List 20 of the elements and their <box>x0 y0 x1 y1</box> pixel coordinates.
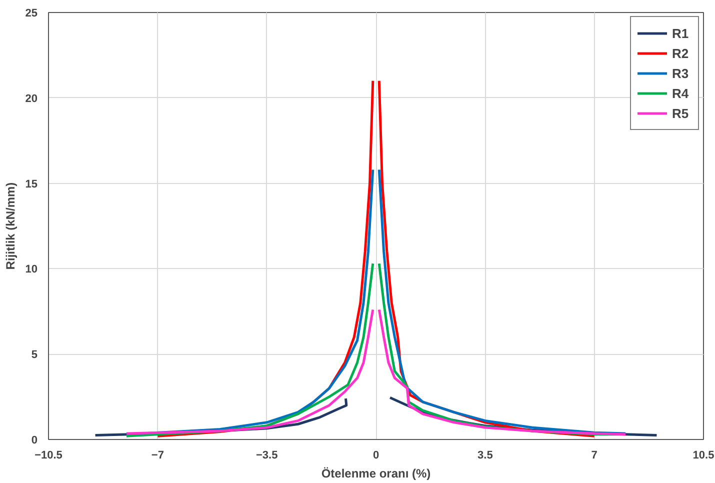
x-tick-label: −10.5 <box>34 450 62 462</box>
legend-label: R1 <box>672 24 690 42</box>
y-tick-label: 20 <box>25 92 38 105</box>
y-tick-label: 0 <box>31 434 38 446</box>
x-tick-label: 3.5 <box>478 450 493 462</box>
x-axis-title: Ötelenme oranı (%) <box>321 466 431 480</box>
y-tick-label: 10 <box>25 264 38 276</box>
x-tick-label: −7 <box>151 450 164 462</box>
y-tick-label: 5 <box>31 349 38 362</box>
legend-label: R3 <box>672 64 690 82</box>
legend-label: R5 <box>672 104 690 122</box>
y-tick-label: 25 <box>25 8 38 20</box>
y-axis-title: Rijitlik (kN/mm) <box>3 182 18 270</box>
x-tick-label: 7 <box>591 450 598 462</box>
y-tick-label: 15 <box>25 178 38 190</box>
legend-label: R4 <box>672 84 690 102</box>
legend-label: R2 <box>672 44 690 62</box>
x-tick-label: 10.5 <box>692 450 714 462</box>
x-tick-label: −3.5 <box>256 450 278 462</box>
x-tick-label: 0 <box>372 450 380 462</box>
